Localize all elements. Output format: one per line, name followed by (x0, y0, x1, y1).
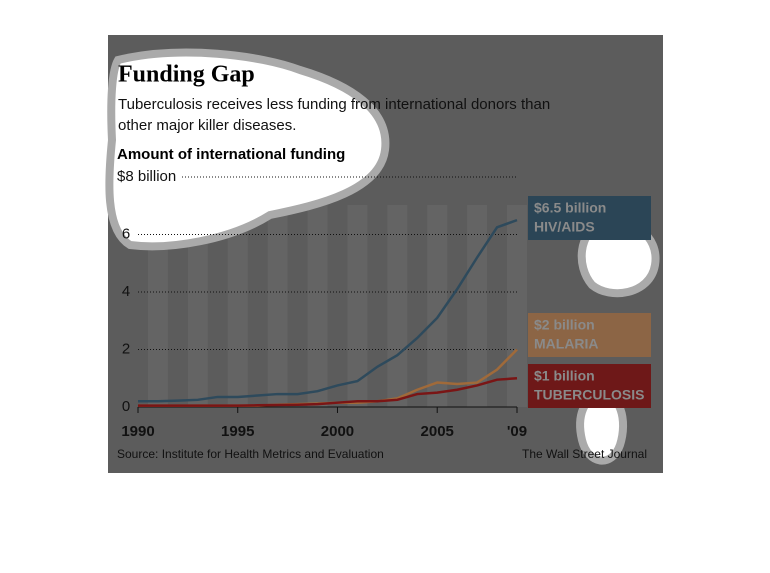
chart-title: Funding Gap (118, 62, 255, 88)
legend-box (528, 364, 651, 408)
credit: The Wall Street Journal (522, 447, 647, 461)
x-tick-label: 1990 (121, 423, 154, 440)
x-tick-label: 2005 (421, 423, 454, 440)
year-stripe (467, 205, 488, 407)
end-label: $6.5 billion (534, 200, 606, 216)
legend-box (528, 196, 651, 240)
y-axis-label: Amount of international funding (117, 146, 345, 163)
y-tick-label: 6 (122, 225, 130, 242)
end-label: $2 billion (534, 317, 595, 333)
x-tick-label: 1995 (221, 423, 254, 440)
y-tick-label: 4 (122, 283, 130, 300)
legend-label: TUBERCULOSIS (534, 387, 644, 403)
series-line (138, 377, 518, 407)
year-stripe (227, 205, 248, 407)
x-tick-label: '09 (507, 423, 527, 440)
mask-blob (105, 48, 390, 251)
y-tick-label: 0 (122, 398, 130, 415)
y-tick-label: 2 (122, 340, 130, 357)
subtitle-box: Tuberculosis receives less funding from … (118, 96, 551, 134)
legend-label: MALARIA (534, 336, 599, 352)
x-tick-label: 2000 (321, 423, 354, 440)
series-line (138, 218, 518, 403)
year-stripe (347, 205, 368, 407)
source: Source: Institute for Health Metrics and… (117, 447, 384, 461)
year-stripe (147, 205, 168, 407)
y-tick-label: $8 billion (117, 168, 176, 185)
year-stripe (187, 205, 208, 407)
year-stripe (387, 205, 408, 407)
mask-blob (576, 390, 628, 465)
end-label: $1 billion (534, 368, 595, 384)
legend-label: HIV/AIDS (534, 219, 595, 235)
year-stripe (507, 205, 527, 407)
year-stripe (267, 205, 288, 407)
legend-box (528, 313, 651, 357)
year-stripe (307, 205, 328, 407)
chart-subtitle: Tuberculosis receives less funding from … (118, 96, 551, 134)
year-stripe (427, 205, 448, 407)
